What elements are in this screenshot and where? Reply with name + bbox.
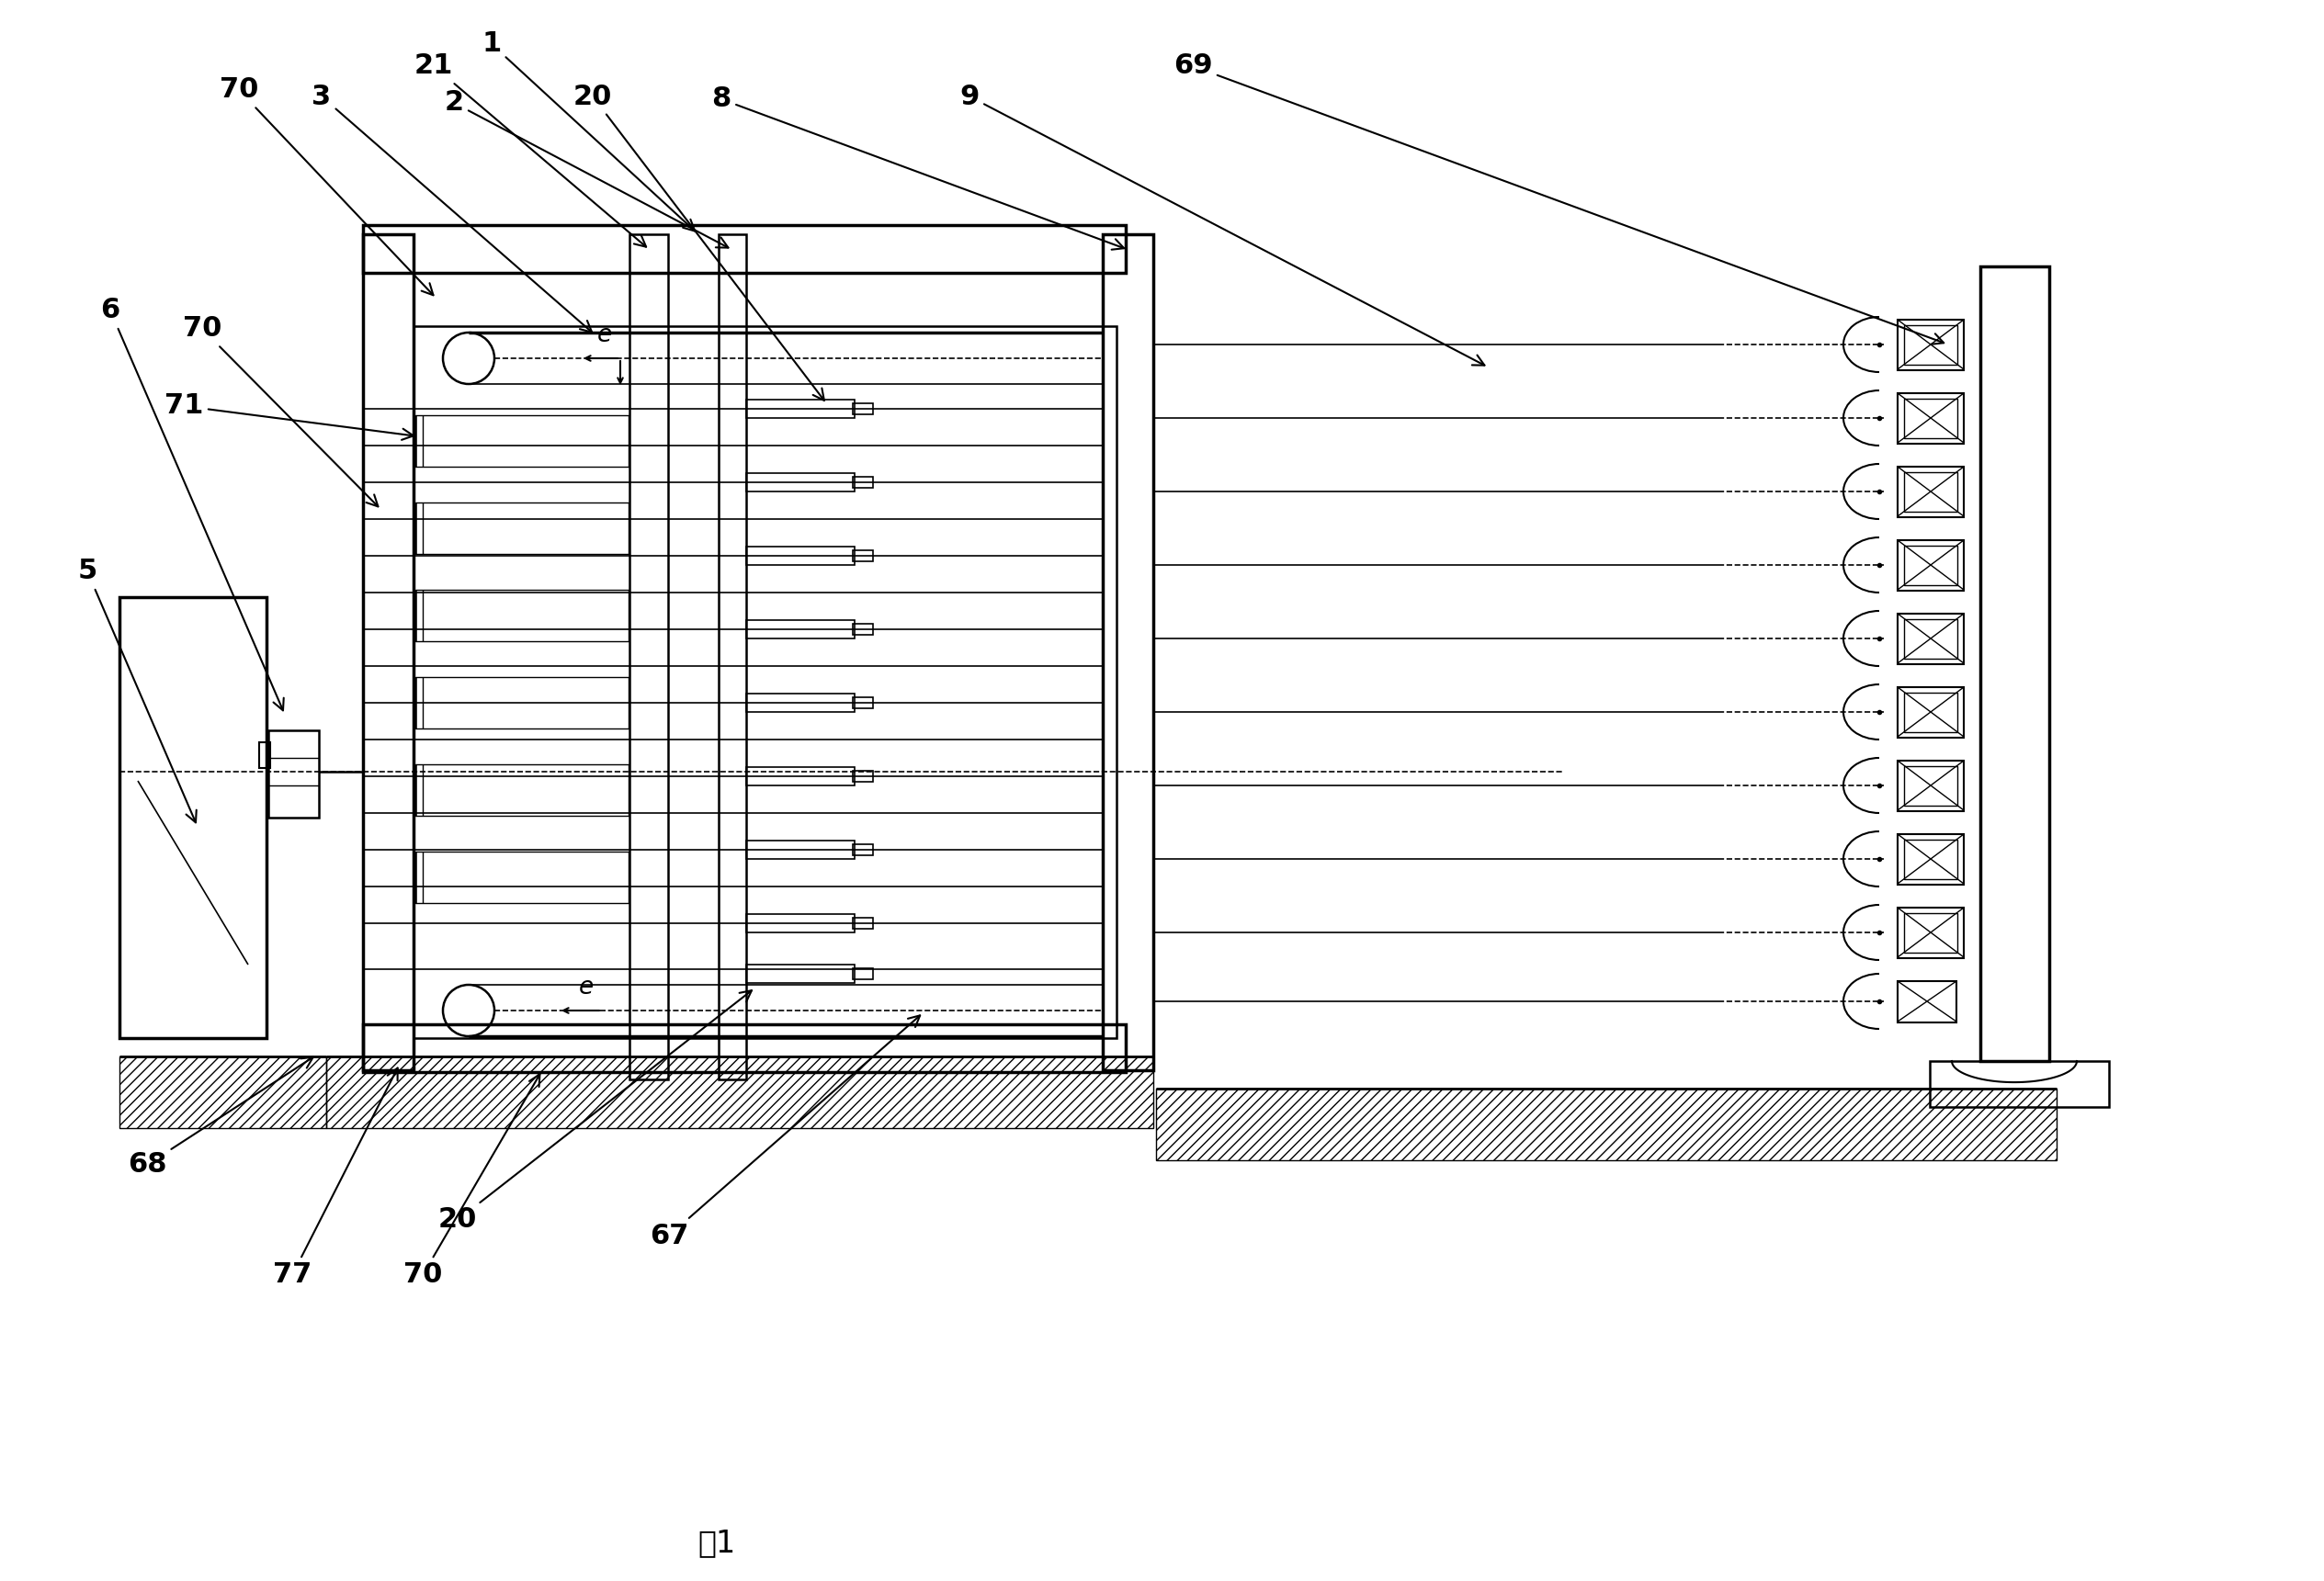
- Bar: [853, 772, 874, 781]
- Bar: [416, 416, 627, 466]
- Bar: [746, 964, 855, 983]
- Text: 70: 70: [184, 316, 379, 506]
- Bar: [746, 841, 855, 858]
- Text: 77: 77: [272, 1069, 397, 1289]
- Bar: [416, 590, 627, 642]
- Text: $e$: $e$: [597, 324, 614, 348]
- Bar: [1903, 473, 1957, 512]
- Bar: [1903, 692, 1957, 732]
- Bar: [119, 1056, 325, 1129]
- Bar: [853, 550, 874, 561]
- Text: 21: 21: [414, 52, 646, 247]
- Text: 70: 70: [218, 77, 432, 296]
- Text: $e$: $e$: [579, 975, 595, 999]
- Text: 6: 6: [100, 297, 284, 710]
- Bar: [416, 677, 627, 729]
- Bar: [853, 844, 874, 855]
- Text: 2: 2: [444, 90, 727, 248]
- Bar: [1155, 1089, 2057, 1160]
- Bar: [119, 598, 267, 1039]
- Text: 71: 71: [165, 392, 414, 440]
- Bar: [1899, 613, 1964, 664]
- Bar: [853, 697, 874, 708]
- Bar: [1899, 982, 1957, 1023]
- Bar: [1903, 326, 1957, 365]
- Bar: [1903, 767, 1957, 806]
- Bar: [416, 852, 627, 903]
- Bar: [746, 767, 855, 786]
- Text: 1: 1: [481, 30, 695, 231]
- Bar: [746, 620, 855, 639]
- Bar: [363, 234, 414, 1070]
- Bar: [746, 400, 855, 417]
- Text: 68: 68: [128, 1058, 314, 1178]
- Text: 69: 69: [1174, 52, 1943, 345]
- Text: 9: 9: [960, 84, 1485, 365]
- Bar: [1899, 541, 1964, 591]
- Text: 20: 20: [439, 990, 751, 1233]
- Bar: [1899, 688, 1964, 738]
- Text: 8: 8: [711, 85, 1125, 250]
- Bar: [1903, 545, 1957, 585]
- Bar: [325, 1056, 1153, 1129]
- Bar: [416, 503, 627, 553]
- Bar: [1899, 394, 1964, 444]
- Bar: [1899, 835, 1964, 885]
- Bar: [853, 968, 874, 979]
- Bar: [1102, 234, 1153, 1070]
- Bar: [1980, 267, 2050, 1061]
- Text: 图1: 图1: [697, 1529, 737, 1559]
- Bar: [853, 477, 874, 489]
- Bar: [746, 473, 855, 492]
- Bar: [746, 694, 855, 711]
- Bar: [746, 914, 855, 933]
- Bar: [853, 624, 874, 636]
- Bar: [1899, 907, 1964, 958]
- Bar: [1899, 466, 1964, 517]
- Bar: [1929, 1061, 2108, 1107]
- Bar: [1899, 319, 1964, 370]
- Bar: [853, 917, 874, 928]
- Text: 20: 20: [574, 84, 825, 400]
- Bar: [1899, 760, 1964, 811]
- Bar: [1903, 840, 1957, 879]
- Bar: [267, 730, 318, 817]
- Text: 3: 3: [311, 84, 593, 332]
- Bar: [1903, 620, 1957, 659]
- Bar: [363, 225, 1125, 274]
- Bar: [630, 234, 667, 1080]
- Bar: [363, 1024, 1125, 1072]
- Bar: [718, 234, 746, 1080]
- Bar: [1903, 914, 1957, 953]
- Text: 5: 5: [77, 558, 198, 822]
- Text: 67: 67: [648, 1015, 920, 1249]
- Bar: [414, 326, 1116, 1039]
- Bar: [1903, 398, 1957, 438]
- Bar: [746, 547, 855, 564]
- Text: 70: 70: [404, 1073, 539, 1289]
- Bar: [416, 764, 627, 816]
- Bar: [260, 741, 270, 768]
- Bar: [853, 403, 874, 414]
